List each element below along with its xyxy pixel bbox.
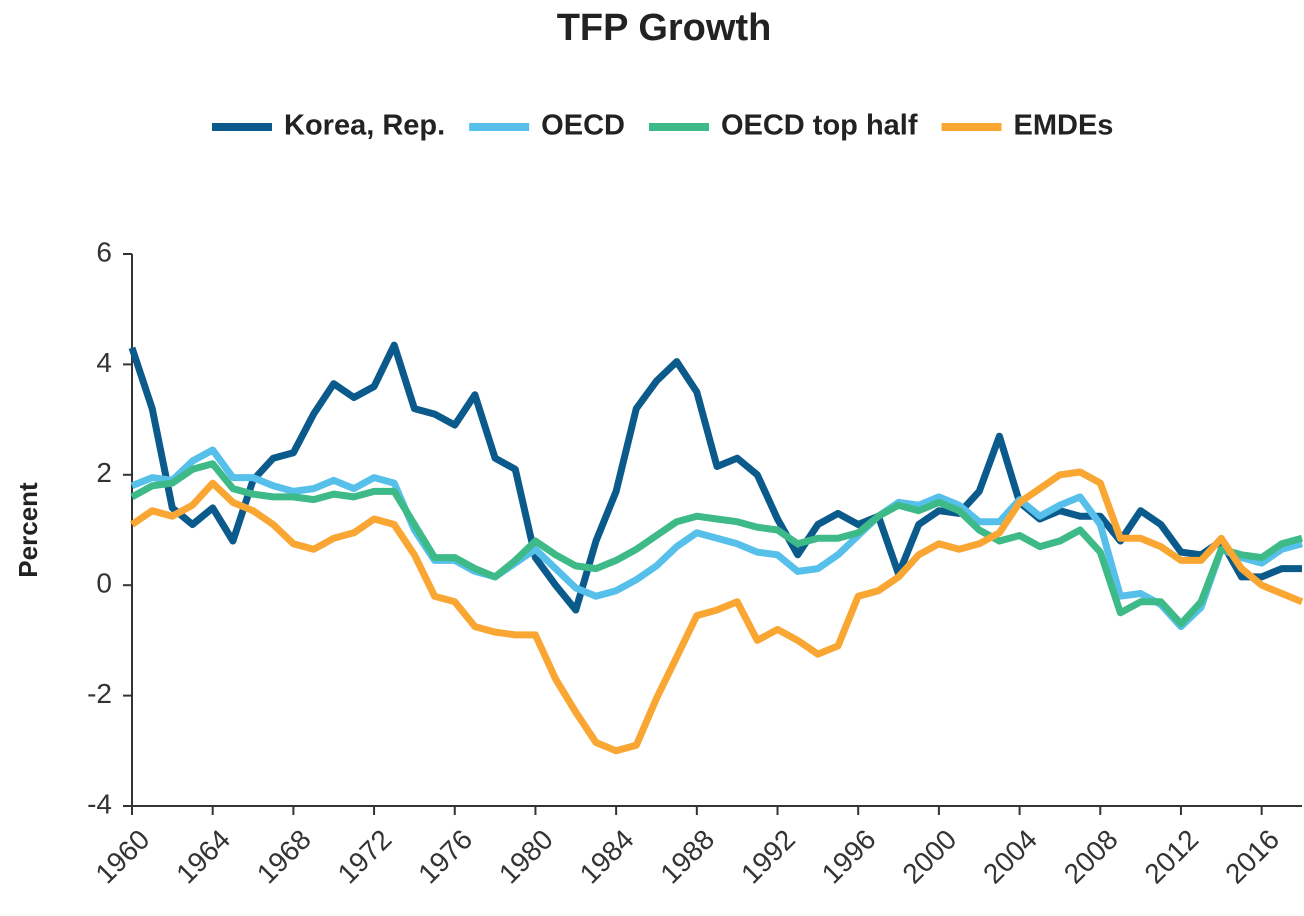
x-tick-label: 2000	[896, 824, 962, 890]
x-tick-label: 1988	[654, 824, 720, 890]
x-tick-label: 1968	[251, 824, 317, 890]
x-tick-label: 2008	[1058, 824, 1124, 890]
x-tick-label: 1976	[412, 824, 478, 890]
x-tick-label: 1964	[170, 824, 236, 890]
x-tick-label: 2004	[977, 824, 1043, 890]
x-tick-label: 1984	[574, 824, 640, 890]
y-tick-label: 4	[96, 347, 112, 378]
x-tick-label: 1996	[816, 824, 882, 890]
legend-label: Korea, Rep.	[284, 110, 445, 142]
y-tick-label: 6	[96, 236, 112, 267]
y-axis-label: Percent	[13, 482, 43, 578]
x-tick-label: 1980	[493, 824, 559, 890]
x-tick-label: 2016	[1219, 824, 1285, 890]
legend-label: OECD	[541, 110, 625, 142]
series-line	[128, 341, 1302, 614]
y-tick-label: -2	[87, 678, 112, 709]
y-tick-label: 0	[96, 568, 112, 599]
chart-title: TFP Growth	[557, 7, 772, 49]
legend-label: OECD top half	[721, 110, 918, 142]
x-tick-label: 1992	[735, 824, 801, 890]
y-tick-label: 2	[96, 457, 112, 488]
x-tick-label: 1972	[332, 824, 398, 890]
x-tick-label: 1960	[89, 824, 155, 890]
series-line	[130, 446, 1303, 631]
series-line	[130, 468, 1304, 755]
x-tick-label: 2012	[1138, 824, 1204, 890]
y-tick-label: -4	[87, 788, 112, 819]
series-line	[130, 460, 1303, 628]
legend-label: EMDEs	[1014, 110, 1114, 142]
